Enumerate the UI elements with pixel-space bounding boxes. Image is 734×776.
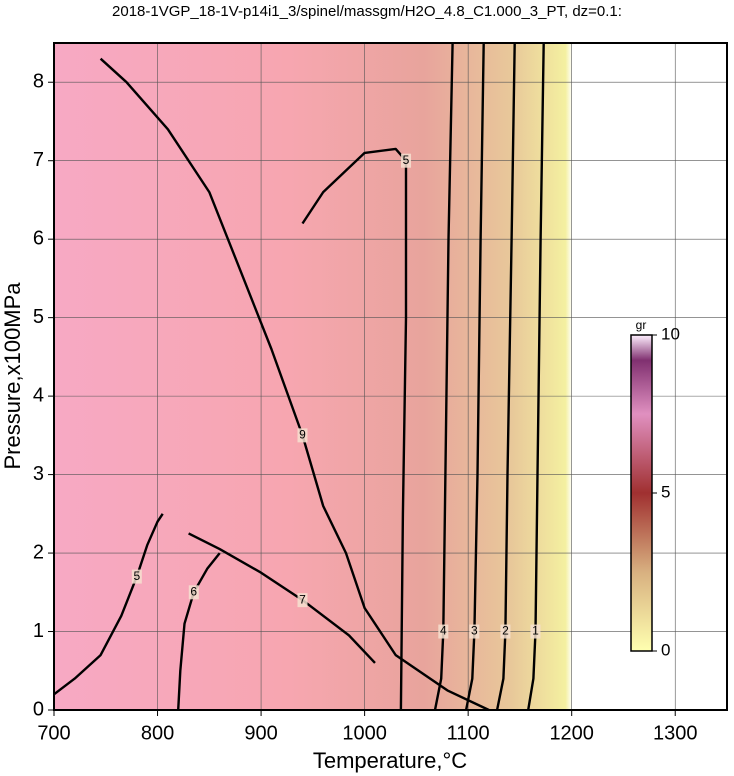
contour-label-bg	[297, 593, 308, 608]
contour-label: 7	[299, 592, 306, 606]
plot-frame	[53, 42, 728, 711]
contour-label: 5	[403, 153, 410, 167]
x-tick-label: 700	[37, 722, 70, 744]
y-tick-label: 3	[33, 463, 44, 485]
contour-label: 3	[471, 624, 478, 638]
contour-line	[464, 42, 485, 711]
y-tick-label: 6	[33, 227, 44, 249]
y-tick-label: 0	[33, 698, 44, 720]
colorbar-tick-label: 0	[661, 640, 670, 659]
x-tick-label: 1000	[342, 722, 387, 744]
contour-line	[527, 42, 545, 711]
x-tick-label: 1100	[447, 722, 490, 744]
y-tick-label: 7	[33, 149, 44, 171]
colorbar	[630, 334, 653, 652]
contour-label-bg	[500, 624, 511, 639]
y-tick-label: 2	[33, 541, 44, 563]
contour-label: 1	[532, 624, 539, 638]
x-tick-label: 900	[244, 722, 277, 744]
colorbar-tick-label: 10	[661, 324, 680, 343]
contour-label-bg	[469, 624, 480, 639]
x-tick-label: 1200	[549, 722, 594, 744]
y-tick-label: 8	[33, 71, 44, 93]
contour-label-bg	[401, 153, 412, 168]
colorbar-tick-label: 5	[661, 482, 670, 501]
x-tick-label: 800	[141, 722, 174, 744]
contour-label: 9	[299, 428, 306, 442]
chart-title: 2018-1VGP_18-1V-p14i1_3/spinel/massgm/H2…	[112, 3, 622, 20]
y-axis-label: Pressure,x100MPa	[0, 282, 25, 470]
contour-line	[495, 42, 516, 711]
contour-line	[53, 513, 164, 696]
y-tick-label: 1	[33, 620, 44, 642]
y-tick-label: 5	[33, 306, 44, 328]
x-tick-label: 1300	[653, 722, 698, 744]
colorbar-label: gr	[636, 318, 647, 332]
grid	[53, 43, 727, 711]
contour-label-bg	[530, 624, 541, 639]
field-background	[54, 43, 727, 710]
contour-line	[188, 532, 376, 664]
contour-label-bg	[131, 569, 142, 584]
contour-label: 2	[502, 624, 509, 638]
contour-line	[177, 552, 221, 711]
contour-label-bg	[438, 624, 449, 639]
contour-label-bg	[297, 428, 308, 443]
x-axis-label: Temperature,°C	[313, 748, 467, 773]
contour-line	[433, 42, 454, 711]
contour-label: 6	[190, 584, 197, 598]
contour-line	[301, 147, 408, 711]
y-tick-label: 4	[33, 384, 44, 406]
contours: 9 5 4 3 2 1 5 6 7	[53, 42, 545, 712]
contour-label-bg	[188, 585, 199, 600]
contour-label: 5	[133, 569, 140, 583]
contour-label: 4	[440, 624, 447, 638]
